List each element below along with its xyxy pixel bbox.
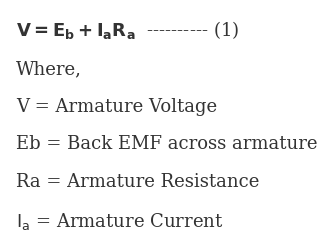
Text: Ra = Armature Resistance: Ra = Armature Resistance bbox=[16, 173, 260, 191]
Text: $\mathbf{V = E_b + I_aR_a}$  ---------- (1): $\mathbf{V = E_b + I_aR_a}$ ---------- (… bbox=[16, 19, 239, 41]
Text: V = Armature Voltage: V = Armature Voltage bbox=[16, 98, 217, 116]
Text: Eb = Back EMF across armature: Eb = Back EMF across armature bbox=[16, 135, 317, 153]
Text: Where,: Where, bbox=[16, 61, 82, 79]
Text: $\mathrm{I_a}$ = Armature Current: $\mathrm{I_a}$ = Armature Current bbox=[16, 211, 223, 232]
